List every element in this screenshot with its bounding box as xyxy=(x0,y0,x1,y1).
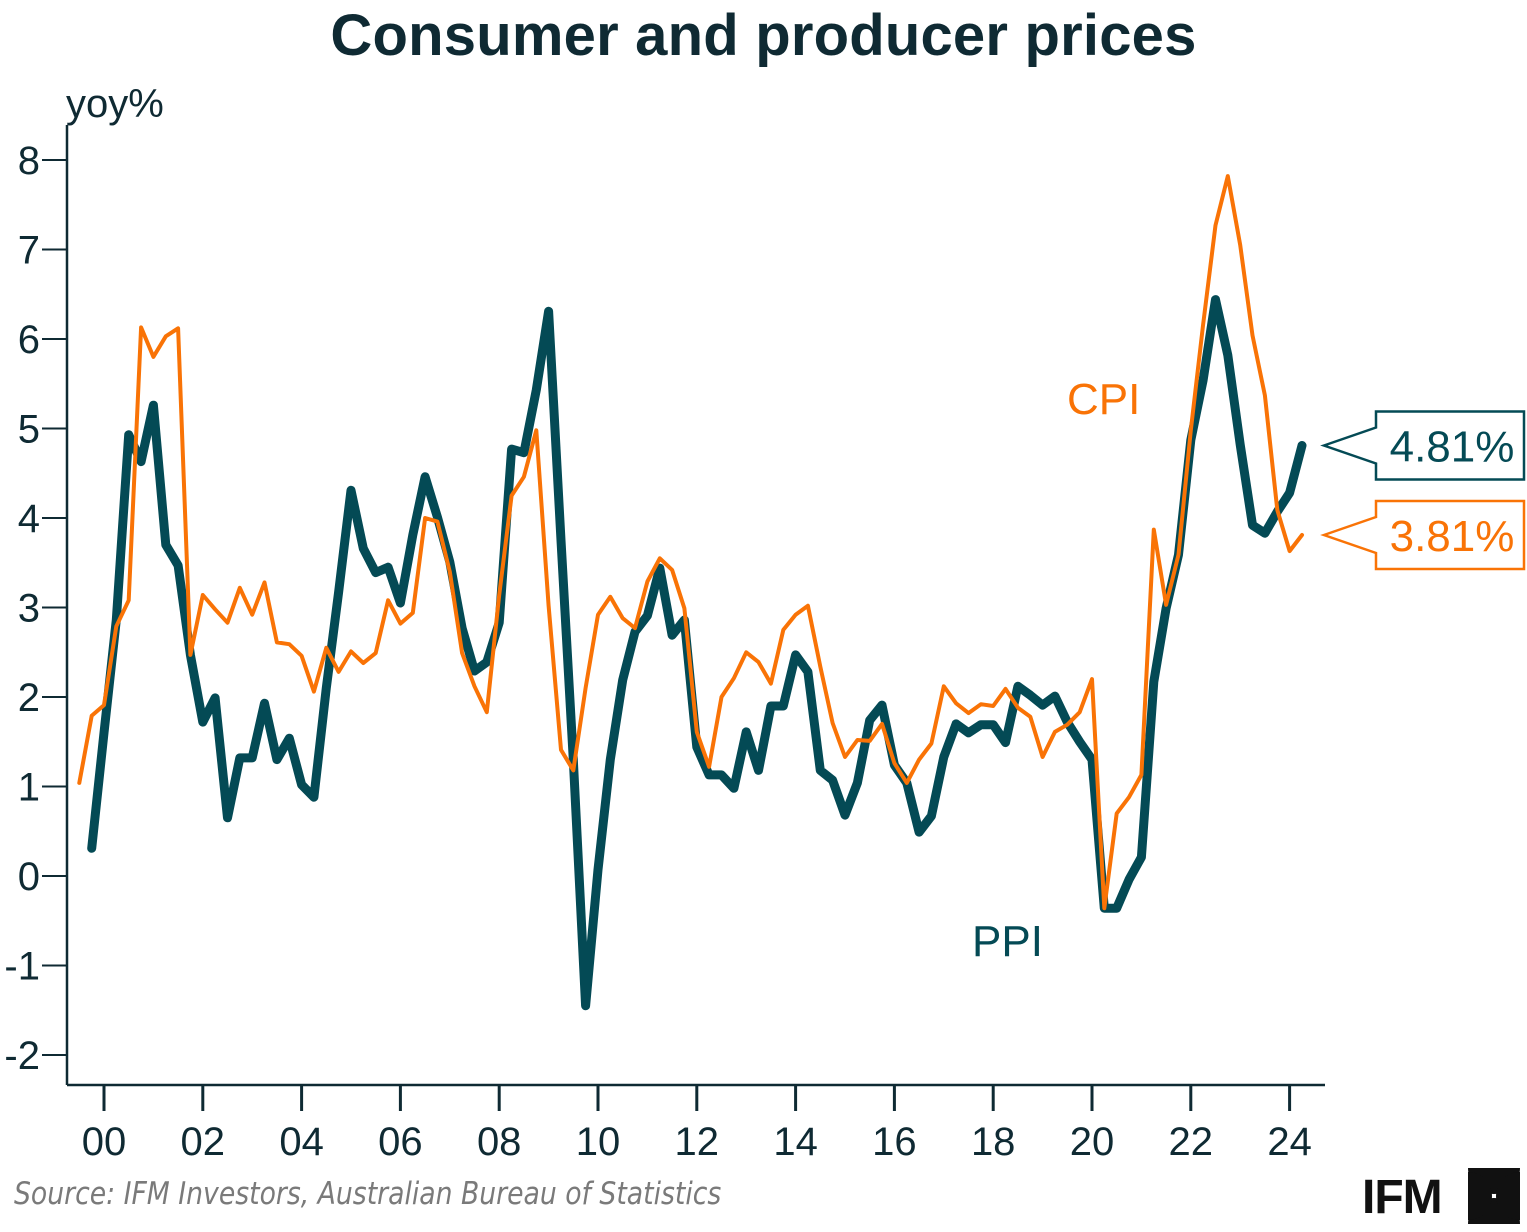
logo-text: IFM xyxy=(1362,1171,1443,1224)
y-tick-label: 8 xyxy=(18,139,40,183)
y-tick-label: 1 xyxy=(18,766,40,810)
y-axis-label: yoy% xyxy=(66,82,164,126)
x-tick-label: 22 xyxy=(1169,1120,1214,1164)
x-axis-ticks: 00 02 04 06 08 10 12 14 16 18 20 22 24 xyxy=(82,1085,1312,1164)
y-tick-label: 6 xyxy=(18,318,40,362)
x-tick-label: 20 xyxy=(1070,1120,1115,1164)
x-tick-label: 00 xyxy=(82,1120,127,1164)
ppi-callout-box xyxy=(1320,410,1526,481)
y-tick-label: 3 xyxy=(18,587,40,631)
x-tick-label: 18 xyxy=(971,1120,1016,1164)
y-tick-label: 4 xyxy=(18,497,40,541)
y-axis-ticks: 8 7 6 5 4 3 2 1 0 -1 -2 xyxy=(4,139,67,1078)
y-tick-label: 5 xyxy=(18,408,40,452)
source-note: Source: IFM Investors, Australian Bureau… xyxy=(14,1176,722,1212)
cpi-series-label: CPI xyxy=(1067,375,1140,424)
end-value-callouts: 4.81% 3.81% xyxy=(1320,410,1526,571)
x-tick-label: 04 xyxy=(279,1120,324,1164)
cpi-line xyxy=(77,174,1304,911)
x-tick-label: 10 xyxy=(576,1120,621,1164)
series-lines xyxy=(77,174,1307,1011)
x-tick-label: 24 xyxy=(1267,1120,1312,1164)
chart-title: Consumer and producer prices xyxy=(330,3,1197,68)
ifm-logo-mark-icon xyxy=(1468,1168,1520,1224)
y-tick-label: 2 xyxy=(18,676,40,720)
ppi-callout-value: 4.81% xyxy=(1390,423,1515,472)
x-tick-label: 02 xyxy=(181,1120,226,1164)
x-tick-label: 16 xyxy=(872,1120,917,1164)
x-tick-label: 08 xyxy=(477,1120,522,1164)
cpi-callout-box xyxy=(1320,499,1526,571)
ifm-logo: IFM xyxy=(1362,1164,1522,1230)
y-tick-label: -1 xyxy=(4,945,40,989)
y-tick-label: 7 xyxy=(18,229,40,273)
y-tick-label: -2 xyxy=(4,1034,40,1078)
x-tick-label: 12 xyxy=(675,1120,720,1164)
cpi-callout-value: 3.81% xyxy=(1390,512,1515,561)
y-tick-label: 0 xyxy=(18,855,40,899)
x-tick-label: 14 xyxy=(773,1120,818,1164)
x-tick-label: 06 xyxy=(378,1120,423,1164)
ppi-series-label: PPI xyxy=(972,917,1043,966)
